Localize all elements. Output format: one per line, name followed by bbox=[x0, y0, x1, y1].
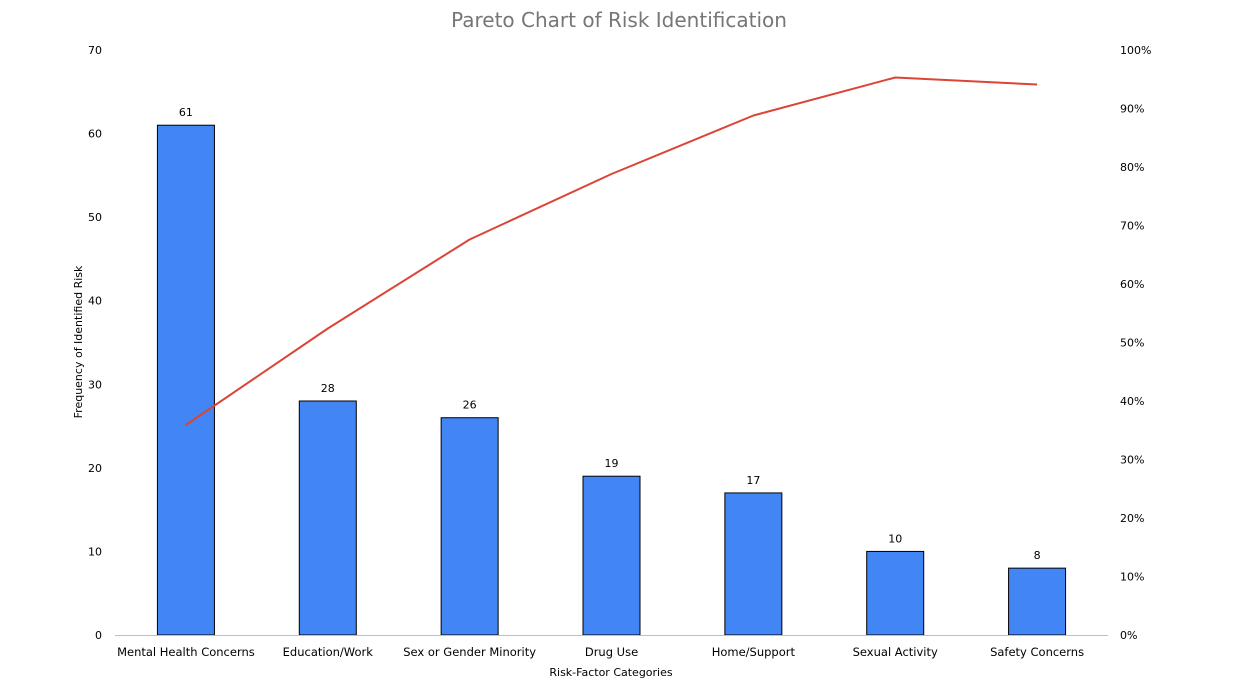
bar bbox=[298, 400, 357, 636]
category-label: Sex or Gender Minority bbox=[403, 645, 536, 659]
left-tick-label: 70 bbox=[88, 44, 102, 57]
bar bbox=[440, 417, 499, 636]
bar bbox=[156, 124, 215, 636]
y-axis-title: Frequency of Identified Risk bbox=[72, 265, 85, 418]
left-tick-label: 60 bbox=[88, 128, 102, 141]
right-tick-label: 20% bbox=[1120, 512, 1144, 525]
category-label: Sexual Activity bbox=[853, 645, 938, 659]
category-label: Drug Use bbox=[585, 645, 638, 659]
right-tick-label: 100% bbox=[1120, 44, 1151, 57]
bar-data-label: 19 bbox=[605, 457, 619, 470]
right-tick-label: 50% bbox=[1120, 337, 1144, 350]
right-tick-label: 10% bbox=[1120, 571, 1144, 584]
right-tick-label: 30% bbox=[1120, 454, 1144, 467]
left-axis-ticks: 0 10 20 30 40 50 60 70 bbox=[88, 44, 102, 642]
left-tick-label: 20 bbox=[88, 462, 102, 475]
bar bbox=[866, 550, 925, 636]
bar-series: 61 28 26 19 17 10 8 bbox=[156, 106, 1067, 636]
bar-data-label: 10 bbox=[888, 532, 902, 545]
right-tick-label: 40% bbox=[1120, 395, 1144, 408]
bar-data-label: 8 bbox=[1034, 549, 1041, 562]
bar-data-label: 17 bbox=[746, 474, 760, 487]
bar-data-label: 61 bbox=[179, 106, 193, 119]
x-axis-title: Risk-Factor Categories bbox=[549, 666, 672, 679]
right-tick-label: 90% bbox=[1120, 103, 1144, 116]
bar bbox=[1008, 567, 1067, 636]
category-label: Education/Work bbox=[283, 645, 374, 659]
category-label: Home/Support bbox=[712, 645, 796, 659]
right-tick-label: 0% bbox=[1120, 629, 1137, 642]
bar-data-label: 26 bbox=[463, 399, 477, 412]
left-tick-label: 30 bbox=[88, 378, 102, 391]
left-tick-label: 40 bbox=[88, 295, 102, 308]
category-label: Safety Concerns bbox=[990, 645, 1084, 659]
category-label: Mental Health Concerns bbox=[117, 645, 255, 659]
right-tick-label: 60% bbox=[1120, 278, 1144, 291]
right-tick-label: 70% bbox=[1120, 220, 1144, 233]
left-tick-label: 50 bbox=[88, 211, 102, 224]
left-tick-label: 10 bbox=[88, 545, 102, 558]
cumulative-line-series bbox=[185, 76, 1038, 426]
category-labels: Mental Health Concerns Education/Work Sex … bbox=[117, 645, 1084, 659]
bar-data-label: 28 bbox=[321, 382, 335, 395]
left-tick-label: 0 bbox=[95, 629, 102, 642]
cumulative-line bbox=[185, 76, 1038, 426]
bar bbox=[582, 475, 641, 636]
bar bbox=[724, 492, 783, 636]
right-tick-label: 80% bbox=[1120, 161, 1144, 174]
chart-title: Pareto Chart of Risk Identification bbox=[451, 8, 787, 32]
right-axis-ticks: 0% 10% 20% 30% 40% 50% 60% 70% 80% 90% 100% bbox=[1120, 44, 1151, 642]
